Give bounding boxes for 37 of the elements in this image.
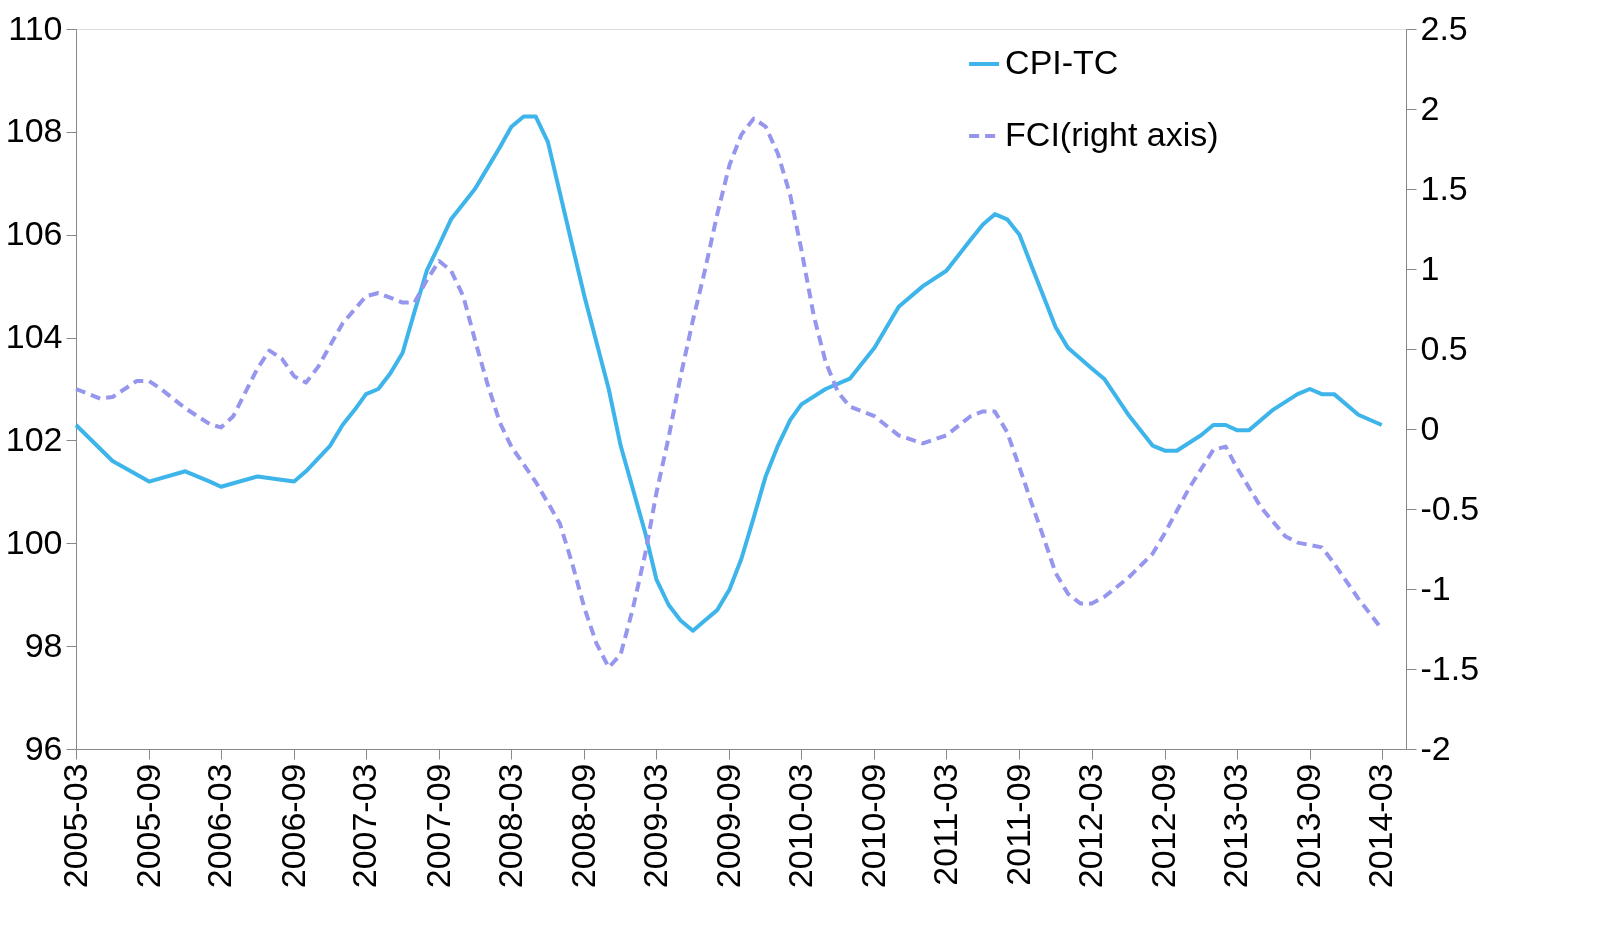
x-tick-label: 2010-03: [780, 763, 819, 889]
legend-label: CPI-TC: [1005, 43, 1119, 81]
legend-label: FCI(right axis): [1005, 115, 1219, 153]
x-tick-label: 2011-09: [998, 763, 1037, 886]
x-tick-label: 2012-03: [1071, 763, 1110, 889]
y-tick-label: 106: [5, 214, 63, 253]
x-tick-label: 2008-09: [563, 763, 602, 889]
x-tick-label: 2005-09: [128, 763, 167, 889]
y2-tick-label: 0: [1420, 408, 1440, 447]
x-tick-label: 2006-09: [273, 763, 312, 889]
x-tick-label: 2008-03: [490, 763, 529, 889]
x-tick-label: 2009-03: [635, 763, 674, 889]
x-tick-label: 2009-09: [708, 763, 747, 889]
y-tick-label: 100: [5, 522, 63, 561]
y2-tick-label: 2: [1420, 88, 1440, 127]
x-tick-label: 2007-09: [418, 763, 457, 889]
x-tick-label: 2012-09: [1144, 763, 1183, 889]
x-tick-label: 2011-03: [925, 763, 964, 886]
y2-tick-label: 0.5: [1420, 328, 1468, 367]
x-tick-label: 2006-03: [200, 763, 239, 889]
x-tick-label: 2014-03: [1361, 763, 1400, 889]
y-tick-label: 102: [5, 419, 63, 458]
y-tick-label: 110: [8, 8, 63, 47]
x-tick-label: 2007-03: [345, 763, 384, 889]
x-tick-label: 2013-03: [1216, 763, 1255, 889]
y-tick-label: 98: [24, 625, 63, 664]
y2-tick-label: 2.5: [1420, 8, 1468, 47]
y2-tick-label: -1: [1420, 568, 1451, 607]
y-tick-label: 108: [5, 111, 63, 150]
y2-tick-label: -0.5: [1420, 488, 1480, 527]
x-tick-label: 2013-09: [1289, 763, 1328, 889]
x-tick-label: 2010-09: [853, 763, 892, 889]
y-tick-label: 104: [5, 317, 63, 356]
y2-tick-label: -1.5: [1420, 648, 1480, 687]
y2-tick-label: -2: [1420, 728, 1451, 767]
y2-tick-label: 1.5: [1420, 168, 1468, 207]
y2-tick-label: 1: [1420, 248, 1440, 287]
